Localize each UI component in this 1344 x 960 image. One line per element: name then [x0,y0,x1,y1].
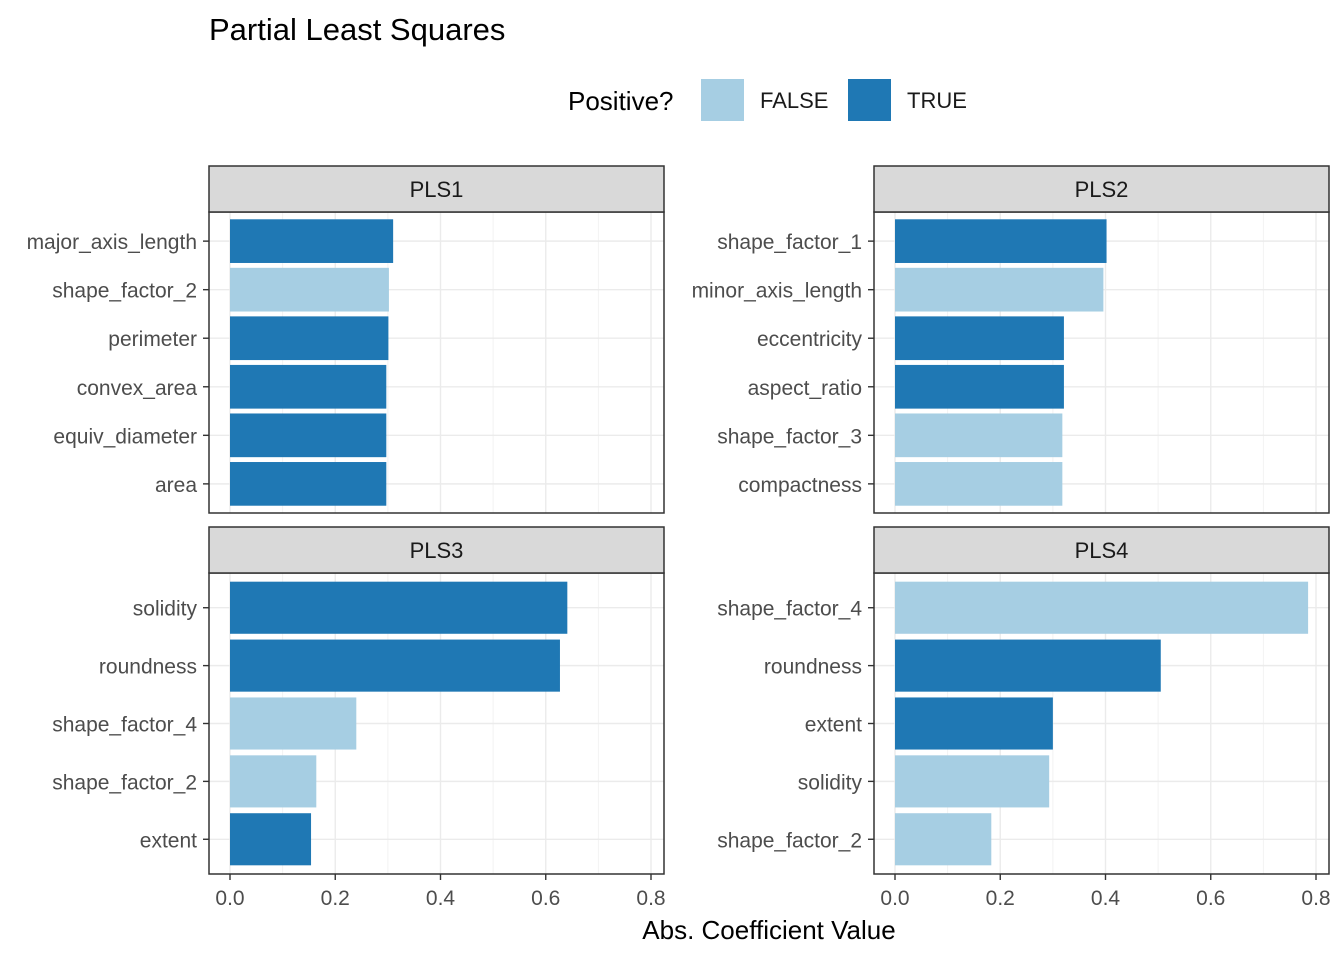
bar-pls4-shape-factor-2 [895,813,992,866]
panel-pls2: PLS2 shape_factor_1 minor_axis_lengtheccen… [692,165,1330,514]
bar-pls1-convex-area [230,364,387,409]
category-label: major_axis_length [27,231,197,254]
bar-pls2-shape-factor-3 [895,413,1063,458]
category-label: equiv_diameter [53,425,197,448]
bar-pls3-solidity [230,581,568,634]
category-label: shape_factor_4 [717,598,862,621]
chart-title: Partial Least Squares [209,12,505,47]
category-label: perimeter [108,328,197,351]
bar-pls2-aspect-ratio [895,364,1064,409]
x-tick-label: 0.6 [531,887,560,910]
category-label: shape_factor_2 [717,829,862,852]
category-label: shape_factor_1 [717,231,862,254]
bar-pls1-area [230,462,387,506]
category-label: roundness [99,656,197,679]
strip-background [873,165,1330,213]
bar-pls3-roundness [230,639,560,692]
bar-pls4-extent [895,697,1053,750]
legend-key-true [848,79,891,121]
bar-pls3-shape-factor-4 [230,697,357,750]
category-label: eccentricity [757,328,863,351]
bar-pls2-minor-axis-length [895,267,1104,312]
bar-pls3-extent [230,813,312,866]
bar-pls3-shape-factor-2 [230,755,317,808]
x-tick-label: 0.6 [1196,887,1225,910]
bar-pls2-compactness [895,462,1063,506]
category-label: extent [140,829,197,852]
x-tick-label: 0.8 [1301,887,1330,910]
bar-pls1-perimeter [230,316,389,361]
x-tick-label: 0.4 [426,887,456,910]
facet-panels: PLS1major_axis_lengthshape_factor_2perim… [27,165,1331,910]
category-label: area [155,474,197,497]
bar-pls2-eccentricity [895,316,1064,361]
category-label: minor_axis_length [692,280,862,303]
category-label: solidity [133,598,198,621]
strip-background [208,526,665,574]
strip-background [873,526,1330,574]
strip-label: PLS2 [1075,177,1129,202]
panel-pls1: PLS1 major_axis_length shape_factor_2perim… [27,165,665,514]
category-label: compactness [738,474,862,497]
x-tick-label: 0.2 [321,887,350,910]
category-label: extent [805,714,862,737]
strip-label: PLS1 [410,177,464,202]
x-tick-label: 0.4 [1091,887,1121,910]
bar-pls4-roundness [895,639,1161,692]
x-tick-label: 0.2 [986,887,1015,910]
legend-label-false: FALSE [760,88,828,113]
category-label: aspect_ratio [748,377,862,400]
legend: Positive? FALSE TRUE [568,79,967,121]
legend-key-false [701,79,744,121]
panel-pls4: PLS4 shape_factor_4 roundness extent solidit… [717,526,1331,910]
legend-title: Positive? [568,86,674,116]
bar-pls4-shape-factor-4 [895,581,1309,634]
bar-pls1-equiv-diameter [230,413,387,458]
category-label: solidity [798,771,863,794]
category-label: shape_factor_3 [717,425,862,448]
x-tick-label: 0.0 [880,887,909,910]
strip-label: PLS3 [410,538,464,563]
strip-label: PLS4 [1075,538,1129,563]
strip-background [208,165,665,213]
bar-pls4-solidity [895,755,1050,808]
bar-pls1-shape-factor-2 [230,267,389,312]
category-label: roundness [764,656,862,679]
x-tick-label: 0.8 [636,887,665,910]
category-label: shape_factor_4 [52,714,197,737]
category-label: shape_factor_2 [52,280,197,303]
x-tick-label: 0.0 [215,887,244,910]
legend-label-true: TRUE [907,88,967,113]
panel-pls3: PLS3 solidity roundness shape_factor_4shape… [52,526,666,910]
bar-pls2-shape-factor-1 [895,219,1107,263]
x-axis-title: Abs. Coefficient Value [642,915,895,945]
category-label: shape_factor_2 [52,771,197,794]
category-label: convex_area [77,377,198,400]
bar-pls1-major-axis-length [230,219,394,263]
